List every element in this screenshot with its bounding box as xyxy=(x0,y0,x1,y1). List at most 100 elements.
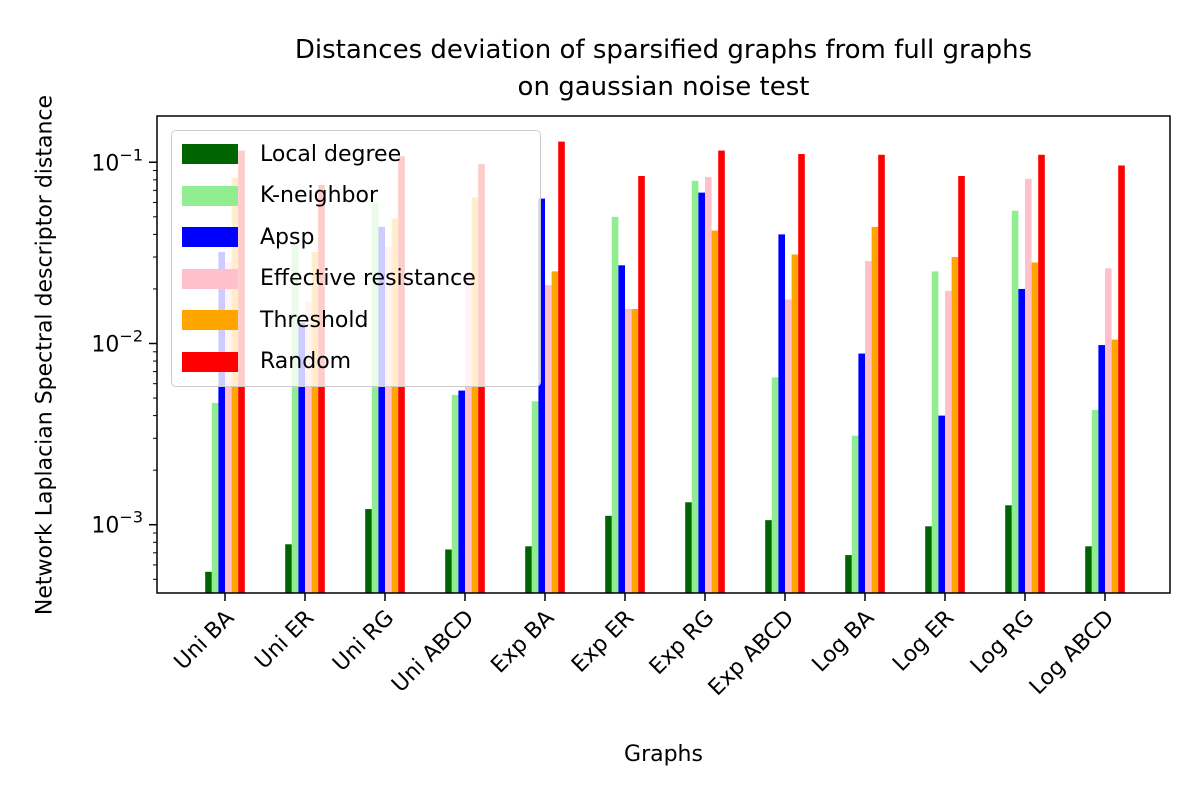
bar-local-degree-uni-er xyxy=(285,544,292,593)
legend-label: K-neighbor xyxy=(260,183,379,208)
bar-apsp-exp-ba xyxy=(538,198,545,593)
legend-swatch xyxy=(182,268,238,289)
bar-effective-resistance-uni-er xyxy=(305,301,312,593)
bar-effective-resistance-exp-ba xyxy=(545,285,552,593)
bar-apsp-log-abcd xyxy=(1098,345,1105,593)
bar-k-neighbor-log-ba xyxy=(851,435,859,593)
bar-random-exp-er xyxy=(638,175,645,594)
x-axis-label: Graphs xyxy=(624,742,703,767)
bar-threshold-log-ba xyxy=(871,226,879,593)
bar-k-neighbor-uni-rg xyxy=(371,202,379,593)
y-tick-label: 10−2 xyxy=(91,326,143,357)
bar-effective-resistance-exp-rg xyxy=(705,176,712,593)
x-tick-label: Exp RG xyxy=(645,606,719,680)
bar-random-log-ba xyxy=(878,154,885,593)
bar-effective-resistance-log-rg xyxy=(1025,178,1032,593)
x-tick-label: Log BA xyxy=(808,606,880,678)
chart-title-line-2: on gaussian noise test xyxy=(517,72,810,102)
bar-k-neighbor-uni-abcd xyxy=(451,394,459,593)
bar-random-log-er xyxy=(958,175,965,594)
legend-item: K-neighbor xyxy=(182,181,378,211)
legend-item: Threshold xyxy=(182,305,368,335)
bar-local-degree-uni-ba xyxy=(205,571,212,593)
x-tick-label: Exp ER xyxy=(567,606,639,678)
bar-apsp-exp-er xyxy=(618,265,625,593)
bars-group xyxy=(205,141,1125,594)
bar-k-neighbor-exp-rg xyxy=(691,180,699,593)
bar-k-neighbor-log-rg xyxy=(1011,210,1019,593)
bar-random-log-rg xyxy=(1038,154,1045,593)
bar-k-neighbor-uni-ba xyxy=(211,402,219,593)
bar-k-neighbor-log-abcd xyxy=(1091,409,1099,593)
bar-local-degree-log-er xyxy=(925,526,932,593)
y-tick-label: 10−1 xyxy=(91,145,143,176)
bar-effective-resistance-log-ba xyxy=(865,261,872,593)
legend-swatch xyxy=(182,185,238,206)
legend-item: Local degree xyxy=(182,139,401,169)
bar-effective-resistance-uni-rg xyxy=(385,247,392,594)
bar-threshold-log-abcd xyxy=(1111,339,1119,593)
x-tick-label: Uni RG xyxy=(328,606,399,677)
plot-frame xyxy=(156,115,1171,594)
x-tick-label: Uni ABCD xyxy=(387,606,479,698)
bar-effective-resistance-exp-er xyxy=(625,309,632,593)
legend-label: Apsp xyxy=(260,224,315,250)
legend-swatch xyxy=(182,351,238,372)
bar-apsp-uni-ba xyxy=(218,251,225,593)
bar-threshold-exp-abcd xyxy=(791,254,799,593)
legend: Local degree K-neighbor Apsp Effective resi… xyxy=(171,130,541,387)
bar-random-exp-rg xyxy=(718,150,725,593)
bar-threshold-exp-er xyxy=(631,309,639,593)
bar-effective-resistance-exp-abcd xyxy=(785,299,792,593)
bar-apsp-log-ba xyxy=(858,353,865,593)
y-tick-label: 10−3 xyxy=(91,508,143,539)
bar-apsp-uni-abcd xyxy=(458,390,465,593)
bar-local-degree-uni-abcd xyxy=(445,549,452,593)
bar-random-exp-abcd xyxy=(798,154,805,594)
bar-local-degree-log-ba xyxy=(845,555,852,593)
y-axis-label: Network Laplacian Spectral descriptor di… xyxy=(32,94,58,616)
legend-label: Effective resistance xyxy=(260,266,476,291)
bar-effective-resistance-uni-ba xyxy=(225,262,232,593)
legend-label: Random xyxy=(260,349,352,374)
legend-item: Random xyxy=(182,347,351,377)
bar-local-degree-uni-rg xyxy=(365,509,372,593)
chart-title-line-1: Distances deviation of sparsified graphs… xyxy=(294,35,1033,65)
bar-apsp-exp-rg xyxy=(698,192,705,593)
legend-item: Effective resistance xyxy=(182,264,476,294)
bar-k-neighbor-uni-er xyxy=(291,244,299,593)
legend-swatch xyxy=(182,310,238,330)
bar-local-degree-exp-rg xyxy=(685,502,692,593)
bar-k-neighbor-exp-er xyxy=(611,216,619,593)
bar-effective-resistance-log-abcd xyxy=(1105,268,1112,593)
x-tick-label: Log RG xyxy=(966,606,1039,679)
legend-label: Local degree xyxy=(260,141,402,167)
bar-k-neighbor-exp-abcd xyxy=(771,377,779,593)
bar-random-uni-er xyxy=(318,184,325,593)
bar-apsp-log-rg xyxy=(1018,288,1025,593)
bar-threshold-uni-rg xyxy=(391,218,399,593)
bar-random-log-abcd xyxy=(1118,165,1125,594)
bar-local-degree-exp-ba xyxy=(525,546,532,593)
legend-item: Apsp xyxy=(182,222,314,252)
bar-apsp-uni-er xyxy=(298,322,305,593)
legend-swatch xyxy=(182,227,238,247)
x-tick-label: Exp ABCD xyxy=(704,606,799,701)
bar-local-degree-exp-abcd xyxy=(765,520,772,593)
bar-threshold-log-rg xyxy=(1031,262,1039,593)
legend-label: Threshold xyxy=(260,307,369,333)
bar-apsp-uni-rg xyxy=(378,226,385,593)
bar-threshold-uni-abcd xyxy=(471,197,479,593)
bar-local-degree-log-rg xyxy=(1005,505,1012,593)
x-tick-label: Exp BA xyxy=(486,606,559,679)
legend-swatch xyxy=(182,144,238,164)
bar-random-exp-ba xyxy=(558,141,565,594)
bar-threshold-uni-er xyxy=(311,251,319,593)
bar-apsp-exp-abcd xyxy=(778,234,785,593)
bar-threshold-exp-ba xyxy=(551,271,559,593)
bar-k-neighbor-log-er xyxy=(931,271,939,593)
bar-effective-resistance-log-er xyxy=(945,290,952,593)
bar-threshold-log-er xyxy=(951,257,959,593)
